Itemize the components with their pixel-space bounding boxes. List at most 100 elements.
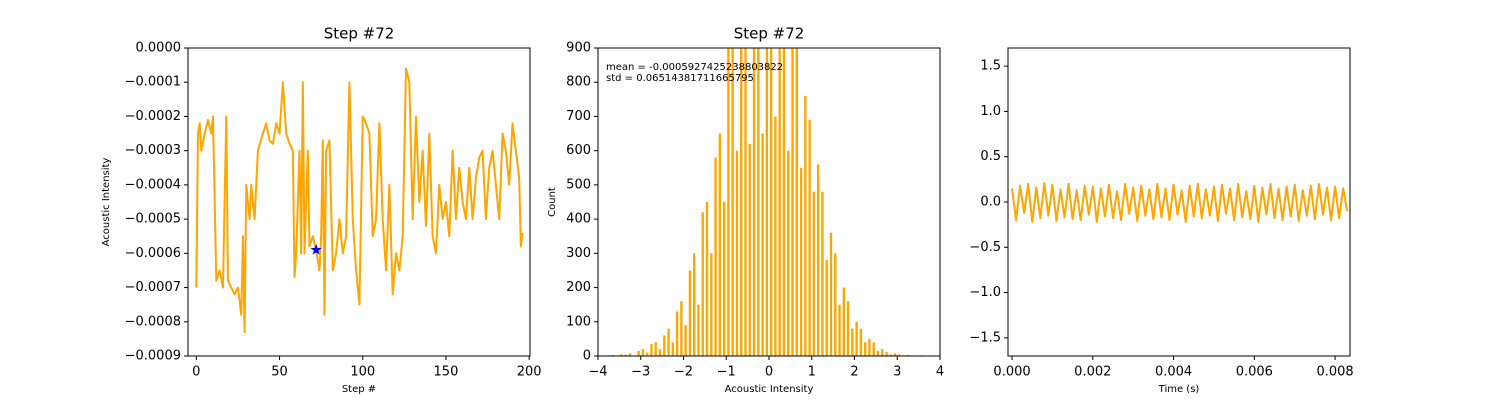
x-tick-label: 3 [893,365,901,380]
bar [881,349,884,356]
bar [851,328,854,356]
y-tick-label: 0.5 [980,149,1001,164]
bar [675,311,679,356]
bar [885,351,888,356]
bar [693,253,696,356]
annotation: std = 0.06514381711665795 [606,73,754,84]
bar [782,48,786,356]
bar [889,354,893,356]
bar [722,202,726,356]
bar [769,48,773,356]
bar [637,350,640,356]
bar [688,270,692,356]
plot-area [607,48,922,356]
bar [705,202,709,356]
marker [310,243,322,255]
bar [791,48,794,356]
bar [829,232,833,356]
x-tick-label: 1 [808,365,816,380]
x-tick-label: −2 [674,365,693,380]
bar [735,150,739,356]
bar [795,48,798,356]
bar [868,338,871,356]
y-tick-label: −0.0009 [125,349,181,364]
bar [611,354,615,356]
bar [812,191,816,356]
y-tick-label: −0.0004 [125,177,181,192]
bar [680,301,683,356]
bar [714,157,717,356]
x-axis-label: Step # [342,384,376,395]
bar [761,133,764,356]
bar [624,354,627,356]
y-tick-label: −0.0005 [125,212,181,227]
x-tick-label: 2 [850,365,858,380]
bar [744,48,747,356]
x-tick-label: 150 [434,365,459,380]
y-tick-label: 300 [566,246,591,261]
bar [859,328,863,356]
y-tick-label: −1.5 [969,330,1001,345]
x-axis-label: Acoustic Intensity [725,384,814,395]
y-tick-label: −1.0 [969,285,1001,300]
bar [821,191,824,356]
bar [697,304,700,356]
y-tick-label: 500 [566,177,591,192]
bar [748,143,751,356]
bar [787,150,790,356]
bar [671,342,674,356]
y-tick-label: −0.5 [969,240,1001,255]
x-tick-label: 0.008 [1316,365,1353,380]
line [195,67,524,334]
x-tick-label: −1 [717,365,736,380]
bar [710,253,713,356]
bar [654,342,657,356]
bar [620,354,623,356]
y-tick-label: −0.0003 [125,143,181,158]
bar [757,48,760,356]
bar [684,325,687,356]
bar [778,48,781,356]
bar [825,260,828,356]
chart-title: Step #72 [324,25,395,43]
annotation: mean = -0.0005927425238803822 [606,62,783,73]
x-tick-label: 0.002 [1074,365,1111,380]
bar [727,48,730,356]
bar [893,353,897,356]
bar [834,253,837,356]
x-tick-label: 0.004 [1155,365,1192,380]
bar [650,344,653,356]
y-tick-label: 0 [583,349,591,364]
y-tick-label: 200 [566,280,591,295]
y-tick-label: 1.5 [980,59,1001,74]
y-tick-label: 900 [566,41,591,56]
bar [718,133,722,356]
x-tick-label: 0 [192,365,200,380]
bar [799,167,803,356]
y-tick-label: −0.0001 [125,75,181,90]
bar [872,342,875,356]
bar [838,304,841,356]
axes-frame [187,47,531,357]
y-tick-label: −0.0006 [125,246,181,261]
y-tick-label: −0.0007 [125,280,181,295]
y-tick-label: 0.0000 [136,41,182,56]
bar [816,164,820,356]
bar [774,116,777,356]
x-tick-label: −3 [631,365,650,380]
y-tick-label: 100 [566,314,591,329]
bar [876,350,880,356]
y-tick-label: 700 [566,109,591,124]
axes-frame [597,47,941,357]
line [1011,181,1349,223]
bar [752,48,756,356]
x-tick-label: 0 [765,365,773,380]
bar [740,48,743,356]
bar [765,48,769,356]
x-axis-label: Time (s) [1158,384,1200,395]
y-tick-label: 0.0 [980,195,1001,210]
bar [641,349,645,356]
y-tick-label: 1.0 [980,104,1001,119]
x-tick-label: 4 [936,365,944,380]
